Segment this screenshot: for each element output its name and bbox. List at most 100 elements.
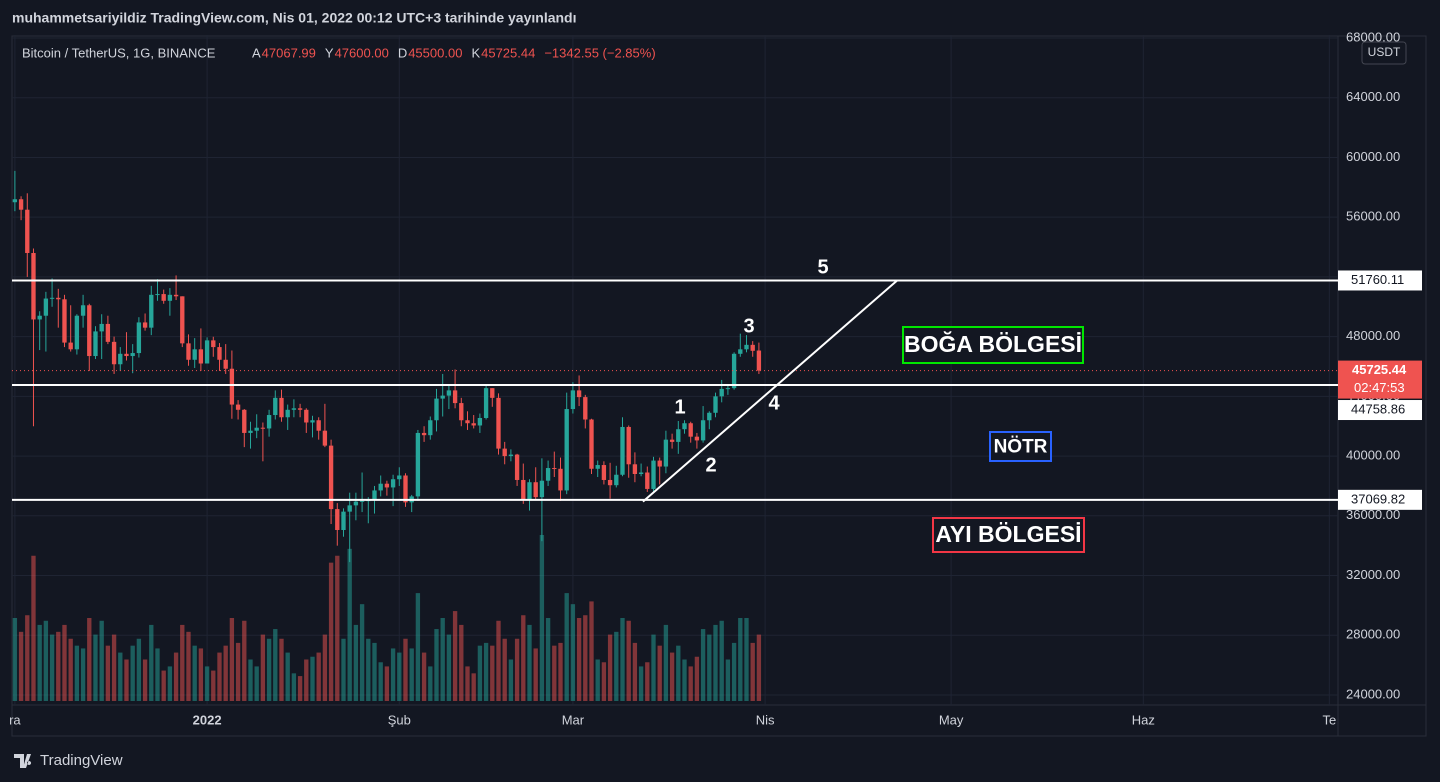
- candle-body: [273, 397, 278, 416]
- candle-body: [415, 432, 421, 497]
- candle-body: [186, 343, 191, 360]
- legend-label: D: [398, 45, 407, 60]
- candle-body: [316, 420, 321, 431]
- volume-bar: [93, 634, 98, 701]
- volume-bar: [589, 601, 594, 701]
- candle-body: [564, 409, 569, 491]
- volume-bar: [248, 659, 253, 701]
- volume-bar: [583, 615, 588, 701]
- candle-body: [589, 419, 594, 469]
- candle-body: [254, 427, 259, 431]
- candle-body: [56, 297, 61, 300]
- legend-value: 45725.44: [481, 45, 535, 60]
- y-tick-label: 36000.00: [1346, 507, 1400, 522]
- candle-body: [657, 460, 662, 467]
- candle-body: [124, 353, 129, 357]
- volume-bar: [663, 624, 669, 701]
- symbol-title: Bitcoin / TetherUS, 1G, BINANCE: [22, 45, 216, 60]
- level-label: 37069.82: [1351, 491, 1405, 506]
- candle-body: [638, 472, 644, 475]
- candle-body: [452, 390, 458, 404]
- volume-bar: [440, 618, 445, 701]
- current-price-badge: [1338, 360, 1422, 399]
- volume-bar: [297, 676, 303, 701]
- volume-bar: [217, 652, 222, 701]
- candle-body: [514, 454, 520, 480]
- currency: USDT: [1368, 45, 1401, 59]
- volume-bar: [372, 642, 377, 701]
- volume-bar: [180, 624, 185, 701]
- candle-body: [384, 483, 390, 488]
- candle-body: [111, 341, 117, 365]
- candle-body: [694, 436, 700, 441]
- volume-bar: [713, 624, 718, 701]
- volume-bar: [186, 631, 191, 701]
- volume-bar: [669, 652, 675, 701]
- volume-bar: [527, 624, 532, 701]
- volume-bar: [260, 634, 266, 701]
- volume-bar: [638, 666, 644, 701]
- candle-body: [719, 388, 724, 397]
- wave-label: 5: [817, 256, 828, 278]
- volume-bar: [570, 604, 576, 701]
- candle-body: [341, 511, 346, 530]
- candle-body: [18, 199, 24, 210]
- overlay: 45725.44 02:47:53 51760.11 44758.86 37069.82…: [12, 256, 1422, 553]
- candle-body: [750, 344, 755, 351]
- candle-body: [167, 294, 173, 301]
- zone-box: [989, 431, 1052, 462]
- header: muhammetsariyildiz TradingView.com, Nis …: [12, 10, 577, 26]
- volume-bar: [403, 638, 408, 701]
- candle-body: [142, 322, 148, 328]
- volume-bar: [421, 652, 427, 701]
- candle-body: [477, 418, 483, 426]
- candle-body: [248, 430, 253, 433]
- volume-bar: [397, 652, 402, 701]
- candle-body: [465, 420, 470, 424]
- footer-brand: TradingView: [40, 752, 123, 769]
- volume-bar: [657, 645, 662, 701]
- candle-body: [304, 409, 309, 423]
- volume-bar: [459, 624, 464, 701]
- candle-body: [545, 468, 551, 481]
- legend-label: Y: [325, 45, 334, 60]
- candle-body: [632, 464, 638, 475]
- legend-label: K: [471, 45, 480, 60]
- volume-bar: [545, 618, 551, 701]
- candle-body: [676, 429, 681, 442]
- candle-body: [118, 353, 123, 365]
- volume-bar: [130, 645, 135, 701]
- volume-bar: [341, 638, 346, 701]
- volume-bar: [291, 673, 297, 701]
- level-badge: [1338, 489, 1422, 510]
- candle-body: [37, 315, 42, 320]
- candle-body: [149, 294, 154, 328]
- volume-bar: [390, 648, 396, 701]
- candle-body: [49, 297, 55, 299]
- zone-label: NÖTR: [994, 437, 1048, 458]
- currency-badge: [1361, 41, 1407, 65]
- candle-body: [428, 420, 433, 436]
- volume-bar: [111, 634, 117, 701]
- candle-body: [688, 423, 693, 437]
- candle-body: [378, 483, 383, 491]
- candle-body: [434, 398, 439, 421]
- volume-bar: [12, 618, 18, 701]
- y-tick-label: 60000.00: [1346, 149, 1400, 164]
- y-tick-label: 64000.00: [1346, 89, 1400, 104]
- volume-bar: [211, 670, 216, 701]
- volume-bar: [552, 645, 557, 701]
- volume-bar: [595, 659, 600, 701]
- volume-bar: [651, 634, 656, 701]
- candle-body: [180, 296, 185, 344]
- volume-bar: [676, 645, 681, 701]
- volume-bar: [514, 638, 520, 701]
- candle-body: [25, 209, 30, 254]
- candle-body: [328, 445, 334, 510]
- candle-body: [583, 397, 588, 420]
- wave-label: 2: [705, 454, 716, 476]
- volume-bar: [750, 642, 755, 701]
- volume-bar: [310, 656, 315, 701]
- candle-body: [260, 427, 266, 429]
- volume-bar: [477, 645, 483, 701]
